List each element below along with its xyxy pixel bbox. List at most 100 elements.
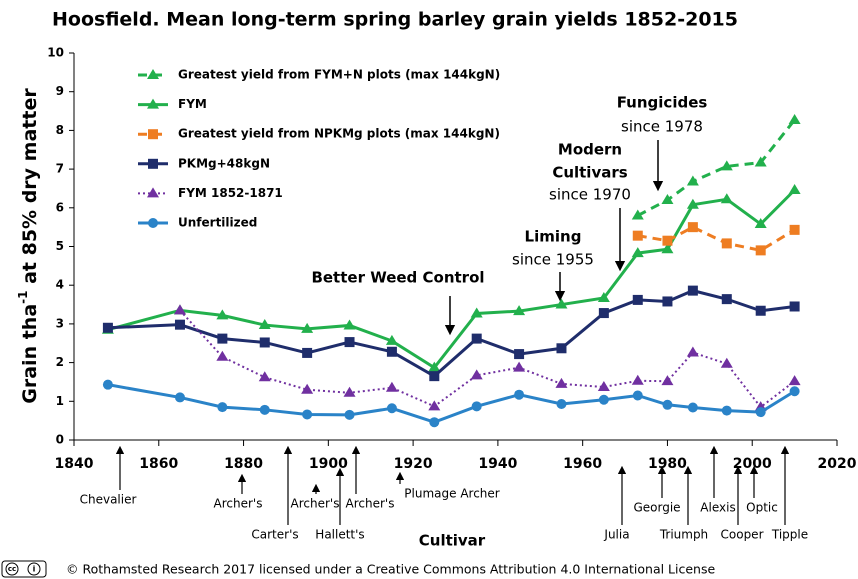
y-tick-label: 0 bbox=[56, 433, 64, 447]
annotation: Modern bbox=[558, 141, 622, 159]
point bbox=[514, 389, 525, 400]
point bbox=[788, 113, 801, 124]
point bbox=[259, 337, 270, 348]
point bbox=[597, 291, 610, 302]
x-tick-label: 1980 bbox=[648, 456, 687, 472]
y-tick-label: 10 bbox=[47, 46, 64, 60]
point bbox=[429, 371, 440, 382]
point bbox=[428, 361, 441, 372]
point bbox=[661, 243, 674, 254]
legend-label: PKMg+48kgN bbox=[178, 156, 270, 170]
point bbox=[687, 285, 698, 296]
y-label-rest: at 85% dry matter bbox=[19, 88, 41, 291]
point bbox=[555, 377, 568, 388]
point bbox=[470, 307, 483, 318]
point bbox=[471, 401, 482, 412]
point bbox=[174, 392, 185, 403]
x-tick-label: 1840 bbox=[55, 456, 94, 472]
point bbox=[755, 407, 766, 418]
y-tick-label: 6 bbox=[56, 200, 64, 214]
cultivar-label: Tipple bbox=[771, 528, 808, 542]
y-tick-label: 4 bbox=[56, 278, 64, 292]
svg-text:cc: cc bbox=[8, 565, 16, 573]
legend-label: Greatest yield from FYM+N plots (max 144… bbox=[178, 68, 500, 82]
point bbox=[216, 350, 229, 361]
y-tick-label: 8 bbox=[56, 123, 64, 137]
point bbox=[631, 374, 644, 385]
y-axis-label: Grain tha-1 at 85% dry matter bbox=[16, 88, 41, 404]
point bbox=[556, 343, 567, 354]
point bbox=[788, 183, 801, 194]
cultivar-label: Archer's bbox=[346, 497, 395, 511]
point bbox=[686, 346, 699, 357]
point bbox=[789, 301, 800, 312]
point bbox=[661, 375, 674, 386]
point bbox=[385, 381, 398, 392]
point bbox=[217, 333, 228, 344]
point bbox=[721, 294, 732, 305]
series-line bbox=[637, 225, 796, 252]
point bbox=[662, 296, 673, 307]
x-tick-label: 1900 bbox=[309, 456, 348, 472]
point bbox=[686, 175, 699, 186]
x-tick-label: 1860 bbox=[139, 456, 178, 472]
annotation-sub: since 1978 bbox=[621, 118, 703, 136]
annotation-sub: since 1970 bbox=[549, 186, 631, 204]
point bbox=[721, 238, 732, 249]
point bbox=[217, 402, 228, 413]
point bbox=[755, 245, 766, 256]
series-line bbox=[107, 383, 796, 424]
point bbox=[147, 98, 159, 109]
point bbox=[662, 235, 673, 246]
x-tick-label: 1940 bbox=[478, 456, 517, 472]
x-tick-label: 1920 bbox=[394, 456, 433, 472]
legend-label: FYM bbox=[178, 97, 207, 111]
footer: © Rothamsted Research 2017 licensed unde… bbox=[66, 562, 715, 577]
point bbox=[102, 322, 113, 333]
point bbox=[102, 379, 113, 390]
cultivar-label: Alexis bbox=[700, 501, 735, 515]
point bbox=[386, 346, 397, 357]
point bbox=[789, 224, 800, 235]
point bbox=[302, 409, 313, 420]
y-tick-label: 3 bbox=[56, 316, 64, 330]
x-axis-label: Cultivar bbox=[419, 532, 486, 550]
svg-text:i: i bbox=[33, 565, 36, 574]
annotation: Cultivars bbox=[552, 164, 627, 182]
point bbox=[597, 380, 610, 391]
x-tick-label: 1880 bbox=[224, 456, 263, 472]
point bbox=[302, 347, 313, 358]
point bbox=[428, 400, 441, 411]
point bbox=[429, 417, 440, 428]
annotation: Better Weed Control bbox=[311, 269, 484, 287]
y-tick-label: 1 bbox=[56, 394, 64, 408]
cultivar-label: Archer's bbox=[214, 497, 263, 511]
point bbox=[686, 198, 699, 209]
point bbox=[788, 375, 801, 386]
cc-icon: cc i bbox=[1, 560, 47, 578]
annotation-sub: since 1955 bbox=[512, 251, 594, 269]
point bbox=[598, 394, 609, 405]
cultivar-label: Archer's bbox=[291, 497, 340, 511]
point bbox=[631, 247, 644, 258]
point bbox=[598, 308, 609, 319]
point bbox=[148, 129, 158, 140]
cultivar-label: Triumph bbox=[659, 528, 708, 542]
point bbox=[754, 218, 767, 229]
point bbox=[471, 333, 482, 344]
point bbox=[632, 390, 643, 401]
point bbox=[556, 399, 567, 410]
cultivar-label: Georgie bbox=[633, 501, 680, 515]
cultivar-label: Optic bbox=[746, 501, 778, 515]
point bbox=[555, 298, 568, 309]
point bbox=[343, 319, 356, 330]
legend-label: Greatest yield from NPKMg plots (max 144… bbox=[178, 127, 500, 141]
chart-title: Hoosfield. Mean long-term spring barley … bbox=[52, 9, 738, 31]
y-label-text: Grain tha bbox=[19, 304, 41, 404]
legend-label: Unfertilized bbox=[178, 216, 257, 230]
point bbox=[721, 405, 732, 416]
series-line bbox=[107, 289, 795, 378]
point bbox=[632, 294, 643, 305]
point bbox=[385, 334, 398, 345]
